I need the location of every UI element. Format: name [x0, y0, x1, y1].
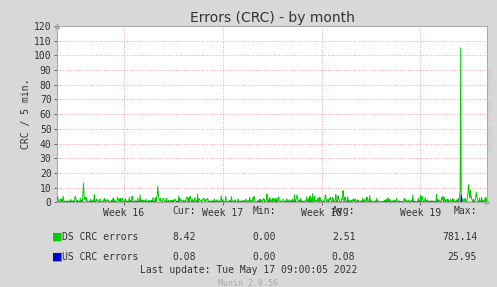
Text: ■: ■: [52, 252, 63, 262]
Text: DS CRC errors: DS CRC errors: [62, 232, 139, 242]
Text: 0.00: 0.00: [252, 252, 276, 262]
Text: 2.51: 2.51: [332, 232, 355, 242]
Text: 781.14: 781.14: [442, 232, 477, 242]
Text: Last update: Tue May 17 09:00:05 2022: Last update: Tue May 17 09:00:05 2022: [140, 265, 357, 275]
Text: Avg:: Avg:: [332, 206, 355, 216]
Text: 8.42: 8.42: [173, 232, 196, 242]
Text: ■: ■: [52, 232, 63, 242]
Text: Max:: Max:: [454, 206, 477, 216]
Text: US CRC errors: US CRC errors: [62, 252, 139, 262]
Title: Errors (CRC) - by month: Errors (CRC) - by month: [190, 11, 354, 25]
Text: 0.08: 0.08: [332, 252, 355, 262]
Text: Munin 2.0.56: Munin 2.0.56: [219, 279, 278, 287]
Text: 25.95: 25.95: [448, 252, 477, 262]
Text: Min:: Min:: [252, 206, 276, 216]
Text: RRDTOOL / TOBI OETIKER: RRDTOOL / TOBI OETIKER: [489, 68, 494, 150]
Text: Cur:: Cur:: [173, 206, 196, 216]
Y-axis label: CRC / 5 min.: CRC / 5 min.: [21, 79, 31, 149]
Text: 0.00: 0.00: [252, 232, 276, 242]
Text: 0.08: 0.08: [173, 252, 196, 262]
